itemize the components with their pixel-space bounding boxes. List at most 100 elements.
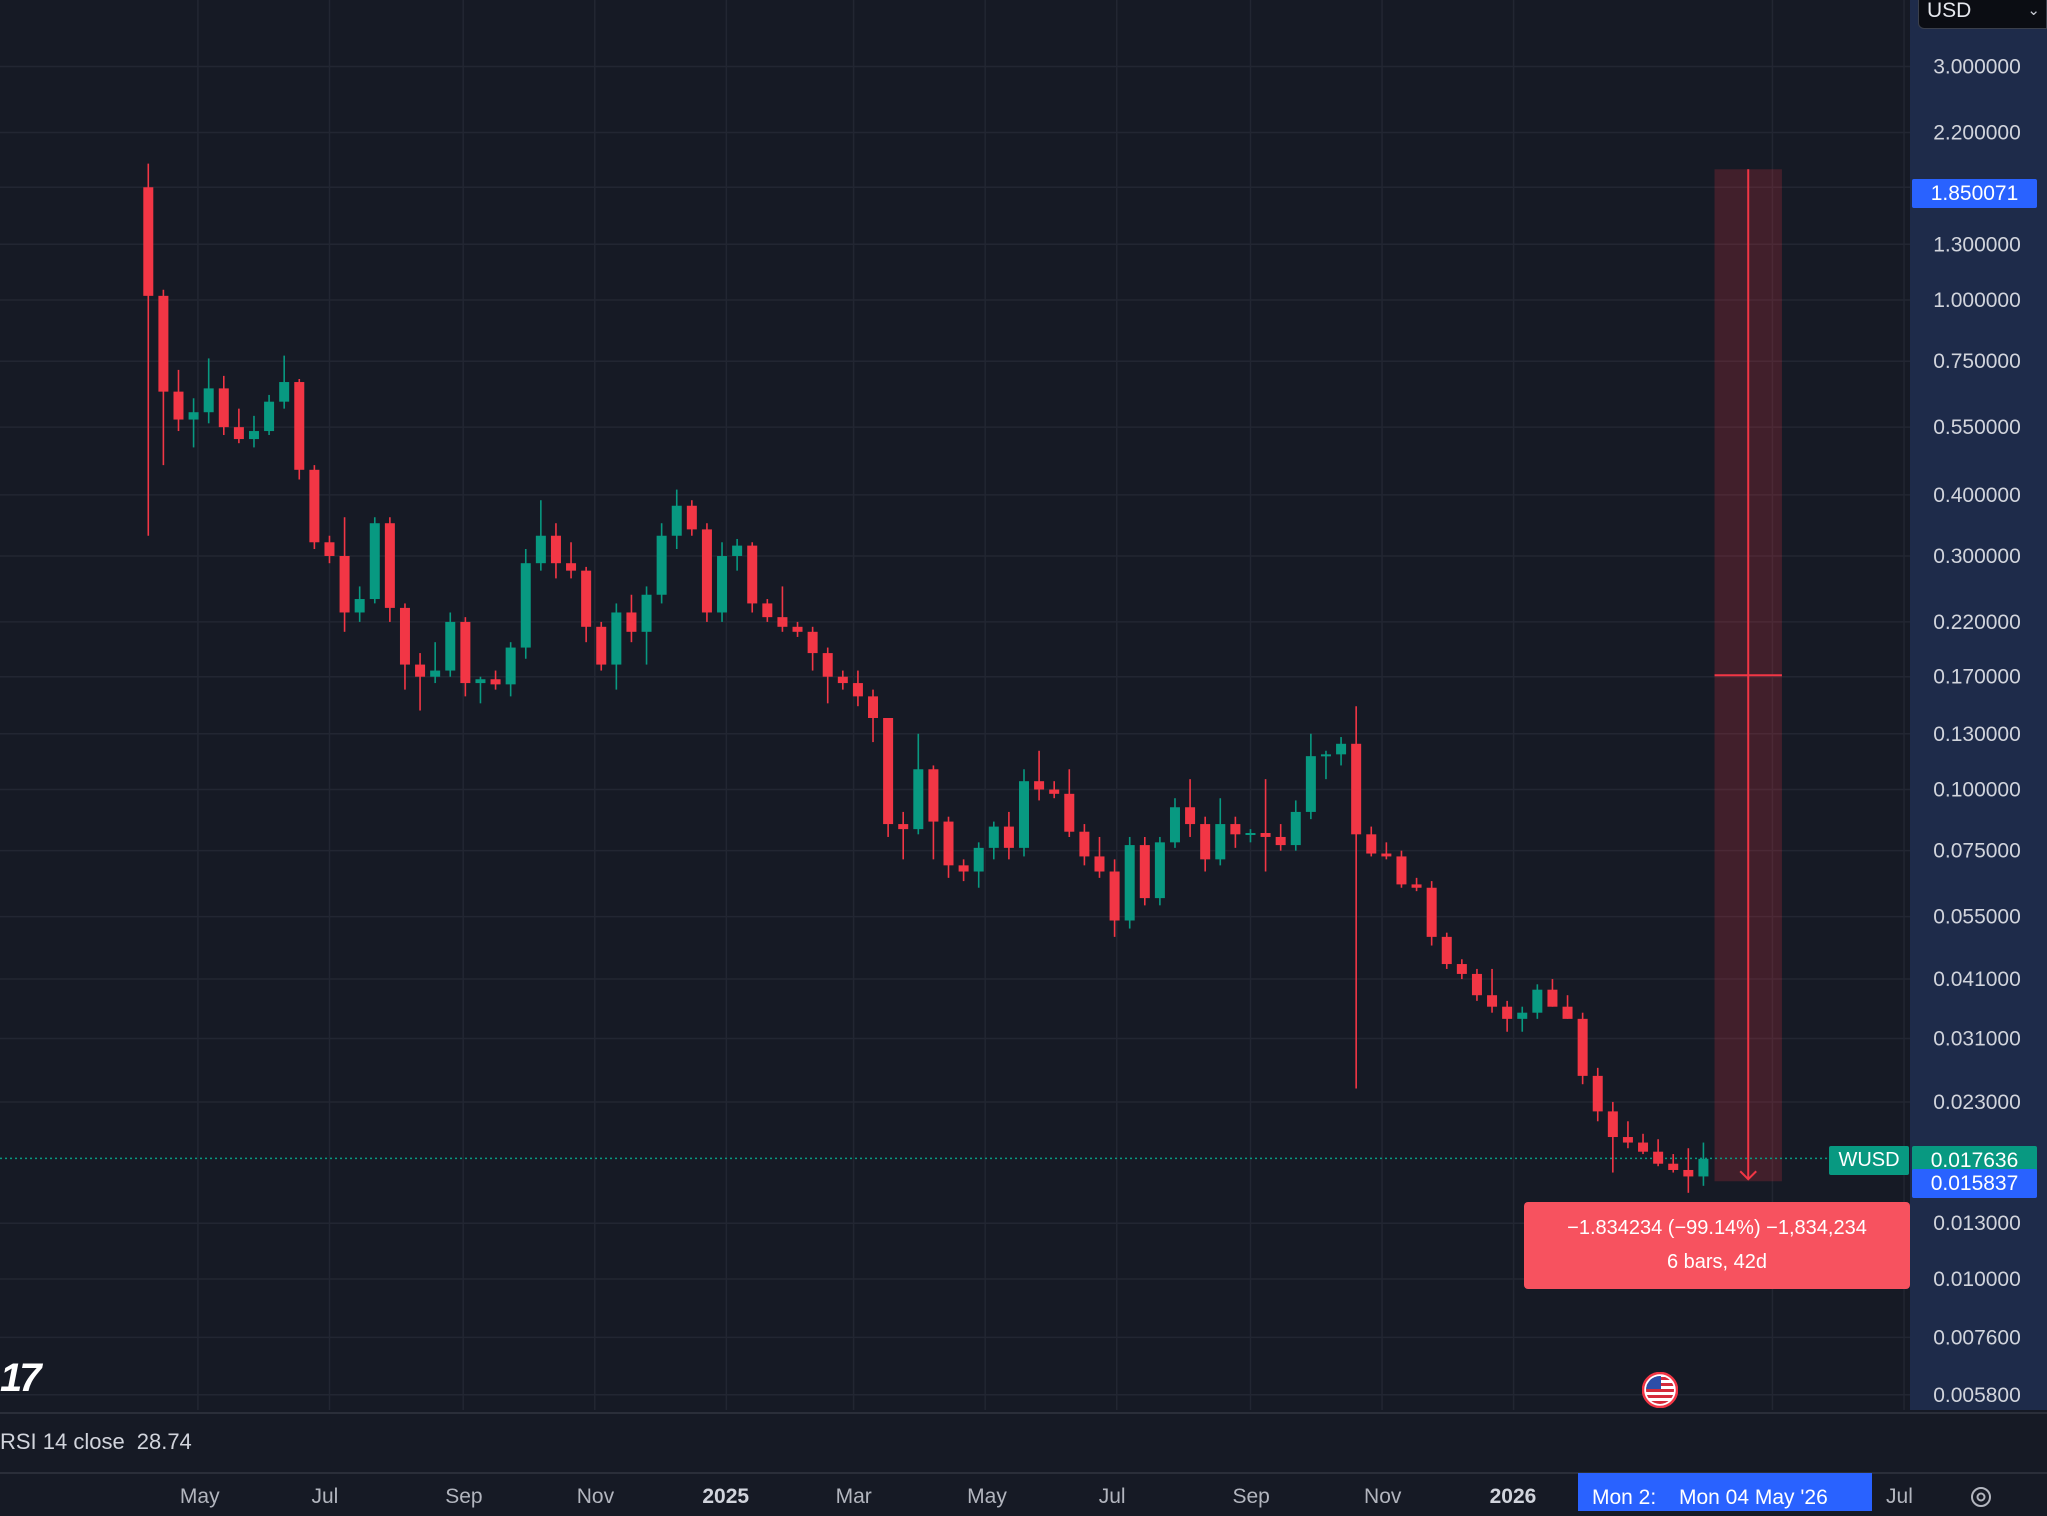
price-axis-label: 0.750000 [1933,350,2021,373]
candle-body [1638,1142,1649,1152]
candle-body [822,653,833,677]
candle-body [973,847,984,872]
price-axis-highlight [1910,0,2047,1410]
candle-body [1139,845,1150,899]
candle-body [309,469,320,543]
candle-body [701,529,712,613]
candle-body [339,555,350,613]
candle-body [369,523,380,600]
cursor-date-start: Mon 2: [1578,1473,1677,1511]
measure-bottom-price-tag: 0.015837 [1912,1169,2037,1198]
time-axis-label: Nov [1364,1485,1402,1508]
price-axis-label: 0.013000 [1933,1212,2021,1235]
time-axis-label: May [179,1485,220,1508]
candle-body [1592,1075,1603,1112]
candle-body [505,647,516,685]
chevron-down-icon[interactable]: ⌄ [2027,2,2040,19]
measure-info-box: −1.834234 (−99.14%) −1,834,234 6 bars, 4… [1524,1202,1910,1289]
candle-body [1426,887,1437,937]
candle-body [1169,807,1180,843]
candle-body [1019,781,1029,848]
candle-body [1577,1018,1588,1076]
candle-body [1336,743,1347,755]
candle-body [1487,995,1498,1007]
rsi-value: 28.74 [136,1429,192,1454]
candle-body [611,612,622,665]
candle-body [430,670,441,677]
candle-body [1547,989,1558,1007]
candle-body [1003,826,1014,848]
candle-body [535,535,546,564]
price-axis-label: 0.100000 [1933,779,2021,802]
candle-body [988,826,999,848]
measure-top-price-tag: 1.850071 [1912,179,2037,208]
candle-body [1411,884,1422,888]
candle-body [1441,936,1452,965]
settings-gear-icon[interactable] [1967,1483,1995,1511]
candle-body [264,401,275,432]
candle-body [641,594,652,632]
price-axis-label: 0.055000 [1933,906,2021,929]
candle-body [1351,743,1362,835]
currency-label[interactable]: USD [1927,0,1972,22]
candle-body [520,563,531,648]
candle-body [218,388,229,428]
candle-body [1502,1006,1513,1019]
candle-body [958,865,969,872]
price-axis-label: 2.200000 [1933,121,2021,144]
candle-body [792,626,803,632]
price-axis-label: 0.550000 [1933,416,2021,439]
tradingview-logo[interactable]: 17 [0,1356,41,1400]
price-axis-label: 0.005800 [1933,1384,2021,1407]
measure-bars-text: 6 bars, 42d [1666,1251,1768,1273]
time-axis-label: Jul [311,1485,339,1508]
measure-change-text: −1.834234 (−99.14%) −1,834,234 [1567,1217,1867,1239]
price-axis-label: 0.031000 [1933,1027,2021,1050]
candle-body [203,388,214,413]
price-axis-label: 0.220000 [1933,611,2021,634]
candle-body [1034,781,1045,790]
time-axis-label: Mar [835,1485,872,1508]
candle-body [1154,842,1165,899]
candle-body [1622,1137,1633,1143]
currency-selector[interactable]: USD ⌄ [1918,0,2047,29]
candle-body [1230,824,1241,835]
candle-body [943,821,954,866]
candle-body [550,535,561,564]
candle-body [883,718,894,825]
us-flag-event-icon[interactable] [1641,1371,1679,1409]
candle-body [1245,833,1256,836]
price-axis-label: 0.130000 [1933,723,2021,746]
candle-body [1275,836,1286,846]
candle-body [188,412,199,420]
candle-body [233,427,244,440]
candle-body [354,599,365,613]
candle-body [671,505,682,536]
candle-body [1653,1151,1664,1164]
candle-body [1683,1169,1694,1177]
price-axis-label: 0.010000 [1933,1268,2021,1291]
time-axis-label: Jul [1886,1485,1913,1508]
cursor-date-end: Mon 04 May '26 [1665,1473,1872,1511]
price-axis-label: 0.075000 [1933,840,2021,863]
candle-body [294,382,305,470]
rsi-legend[interactable]: RSI 14 close 28.74 [0,1429,192,1455]
candle-body [248,431,259,440]
candle-body [837,676,848,684]
time-axis-label: 2025 [702,1485,750,1508]
candle-body [1668,1163,1679,1170]
candle-body [1396,856,1407,885]
candle-body [1094,856,1105,872]
candle-body [1305,756,1316,812]
measure-arrow-icon [1739,1170,1757,1181]
candle-body [656,535,667,595]
time-axis-label: 2026 [1489,1485,1537,1508]
candle-body [777,617,788,627]
candle-body [475,679,486,684]
candle-body [490,679,501,685]
candle-body [596,626,607,665]
candle-body [581,570,592,627]
candle-body [913,769,924,830]
candle-body [1124,845,1135,921]
